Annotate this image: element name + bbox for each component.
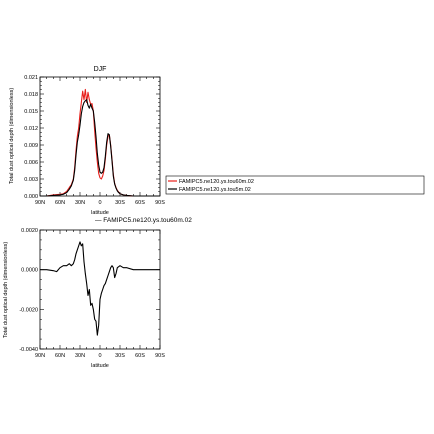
- bottom-x-axis-label: latitude: [91, 363, 109, 369]
- bottom-y-tick-label: -0.0040: [19, 347, 38, 353]
- top-y-axis-label: Total dust optical depth (dimensionless): [9, 88, 15, 184]
- bottom-panel: — FAMIPC5.ne120.ys.tou60m.02 90N 60N 30N 0 3…: [3, 217, 192, 369]
- bottom-y-tick-label: 0.0000: [21, 268, 38, 274]
- bottom-x-tick-label: 30S: [115, 353, 125, 359]
- top-series-line-1: [40, 88, 160, 197]
- bottom-x-tick-label: 90N: [35, 353, 45, 359]
- top-panel: DJF 90N 60N 30N 0 30S 60S 90S 0.000 0.003 0.006 0.…: [9, 66, 165, 216]
- legend-label-series-2: FAMIPC5.ne120.ys.tou5m.02: [179, 187, 251, 193]
- top-x-tick-label: 60N: [55, 200, 65, 206]
- bottom-y-tick-label: 0.0020: [21, 228, 38, 234]
- top-y-tick-label: 0.000: [24, 194, 38, 200]
- top-x-tick-label: 90N: [35, 200, 45, 206]
- top-x-tick-label: 60S: [135, 200, 145, 206]
- top-series-group: [40, 88, 160, 197]
- top-y-tick-label: 0.018: [24, 92, 38, 98]
- top-y-tick-label: 0.012: [24, 126, 38, 132]
- top-legend: FAMIPC5.ne120.ys.tou60m.02 FAMIPC5.ne120…: [165, 175, 425, 195]
- bottom-y-tick-label: -0.0020: [19, 307, 38, 313]
- top-y-tick-label: 0.006: [24, 160, 38, 166]
- bottom-plot-frame: [39, 229, 161, 350]
- top-y-tick-label: 0.003: [24, 177, 38, 183]
- top-x-tick-label: 30S: [115, 200, 125, 206]
- top-y-tick-label: 0.015: [24, 109, 38, 115]
- top-x-tick-label: 30N: [75, 200, 85, 206]
- bottom-series-line-1: [40, 241, 160, 336]
- bottom-ticks: 90N 60N 30N 0 30S 60S 90S -0.0040 -0.0020 0.0000 0…: [19, 228, 165, 359]
- bottom-y-axis-label: Total dust optical depth (dimensionless): [3, 242, 9, 338]
- top-series-line-2: [40, 99, 160, 197]
- top-y-tick-label: 0.021: [24, 75, 38, 81]
- bottom-legend-label: — FAMIPC5.ne120.ys.tou60m.02: [95, 217, 192, 224]
- legend-label-series-1: FAMIPC5.ne120.ys.tou60m.02: [179, 179, 254, 185]
- top-legend-box: [165, 175, 425, 195]
- bottom-x-tick-label: 60N: [55, 353, 65, 359]
- bottom-series-group: [40, 241, 160, 336]
- bottom-x-tick-label: 60S: [135, 353, 145, 359]
- top-ticks: 90N 60N 30N 0 30S 60S 90S 0.000 0.003 0.006 0.009 0…: [24, 75, 165, 206]
- top-chart-title: DJF: [94, 66, 107, 73]
- bottom-x-tick-label: 0: [98, 353, 101, 359]
- top-x-tick-label: 0: [98, 200, 101, 206]
- top-y-tick-label: 0.009: [24, 143, 38, 149]
- top-x-tick-label: 90S: [155, 200, 165, 206]
- bottom-x-tick-label: 30N: [75, 353, 85, 359]
- bottom-x-tick-label: 90S: [155, 353, 165, 359]
- top-x-axis-label: latitude: [91, 210, 109, 216]
